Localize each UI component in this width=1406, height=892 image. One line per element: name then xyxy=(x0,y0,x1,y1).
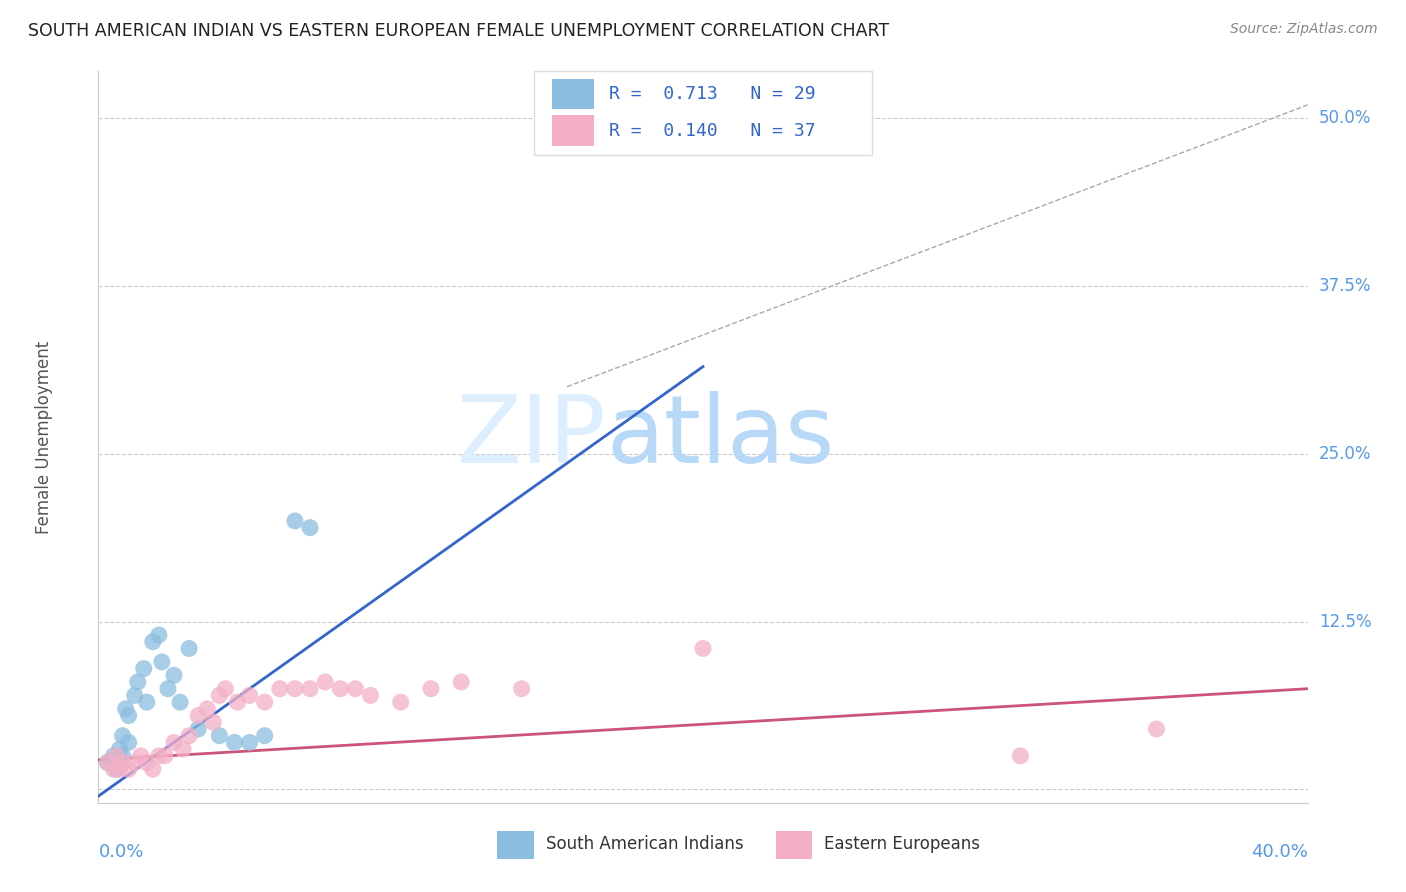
Point xyxy=(127,675,149,690)
FancyBboxPatch shape xyxy=(498,831,534,859)
Point xyxy=(450,675,472,690)
Point xyxy=(195,702,218,716)
Point xyxy=(163,668,186,682)
Text: SOUTH AMERICAN INDIAN VS EASTERN EUROPEAN FEMALE UNEMPLOYMENT CORRELATION CHART: SOUTH AMERICAN INDIAN VS EASTERN EUROPEA… xyxy=(28,22,889,40)
Point xyxy=(111,756,134,770)
Text: 0.0%: 0.0% xyxy=(98,843,143,861)
Point xyxy=(111,729,134,743)
Point xyxy=(118,708,141,723)
Point xyxy=(208,689,231,703)
FancyBboxPatch shape xyxy=(551,78,595,110)
Point xyxy=(105,762,128,776)
Point xyxy=(96,756,118,770)
Point xyxy=(153,748,176,763)
Point xyxy=(284,514,307,528)
Point xyxy=(1144,722,1167,736)
Point xyxy=(129,748,152,763)
Point xyxy=(214,681,236,696)
Point xyxy=(360,689,382,703)
Point xyxy=(510,681,533,696)
Text: South American Indians: South American Indians xyxy=(546,836,744,854)
Point xyxy=(105,748,128,763)
Point xyxy=(114,702,136,716)
Point xyxy=(124,756,146,770)
Text: 25.0%: 25.0% xyxy=(1319,445,1371,463)
Text: R =  0.140   N = 37: R = 0.140 N = 37 xyxy=(609,121,815,140)
Point xyxy=(692,641,714,656)
Text: 40.0%: 40.0% xyxy=(1251,843,1308,861)
Text: Female Unemployment: Female Unemployment xyxy=(35,341,53,533)
Text: 50.0%: 50.0% xyxy=(1319,110,1371,128)
Point xyxy=(239,735,262,749)
Point xyxy=(314,675,336,690)
Point xyxy=(586,131,609,145)
Text: atlas: atlas xyxy=(606,391,835,483)
Text: 12.5%: 12.5% xyxy=(1319,613,1371,631)
Point xyxy=(96,756,118,770)
Point xyxy=(208,729,231,743)
Point xyxy=(389,695,412,709)
Point xyxy=(156,681,179,696)
Point xyxy=(132,662,155,676)
FancyBboxPatch shape xyxy=(551,115,595,146)
Point xyxy=(1010,748,1032,763)
FancyBboxPatch shape xyxy=(776,831,811,859)
Point xyxy=(150,655,173,669)
Text: R =  0.713   N = 29: R = 0.713 N = 29 xyxy=(609,85,815,103)
Text: Eastern Europeans: Eastern Europeans xyxy=(824,836,980,854)
Point xyxy=(239,689,262,703)
Point xyxy=(284,681,307,696)
FancyBboxPatch shape xyxy=(534,71,872,155)
Point xyxy=(187,722,209,736)
Point xyxy=(148,748,170,763)
Text: ZIP: ZIP xyxy=(457,391,606,483)
Point xyxy=(253,695,276,709)
Point xyxy=(187,708,209,723)
Point xyxy=(124,689,146,703)
Point xyxy=(299,521,322,535)
Point xyxy=(419,681,441,696)
Point xyxy=(177,729,201,743)
Point xyxy=(111,748,134,763)
Point xyxy=(169,695,191,709)
Point xyxy=(226,695,249,709)
Text: Source: ZipAtlas.com: Source: ZipAtlas.com xyxy=(1230,22,1378,37)
Point xyxy=(135,756,157,770)
Point xyxy=(344,681,367,696)
Point xyxy=(172,742,194,756)
Point xyxy=(135,695,157,709)
Point xyxy=(177,641,201,656)
Point xyxy=(118,762,141,776)
Point xyxy=(108,762,131,776)
Point xyxy=(142,634,165,648)
Point xyxy=(103,748,125,763)
Point xyxy=(253,729,276,743)
Point xyxy=(329,681,352,696)
Point xyxy=(224,735,246,749)
Point xyxy=(142,762,165,776)
Point xyxy=(108,742,131,756)
Text: 37.5%: 37.5% xyxy=(1319,277,1371,295)
Point xyxy=(202,715,225,730)
Point xyxy=(163,735,186,749)
Point xyxy=(148,628,170,642)
Point xyxy=(269,681,291,696)
Point xyxy=(299,681,322,696)
Point xyxy=(118,735,141,749)
Point xyxy=(103,762,125,776)
